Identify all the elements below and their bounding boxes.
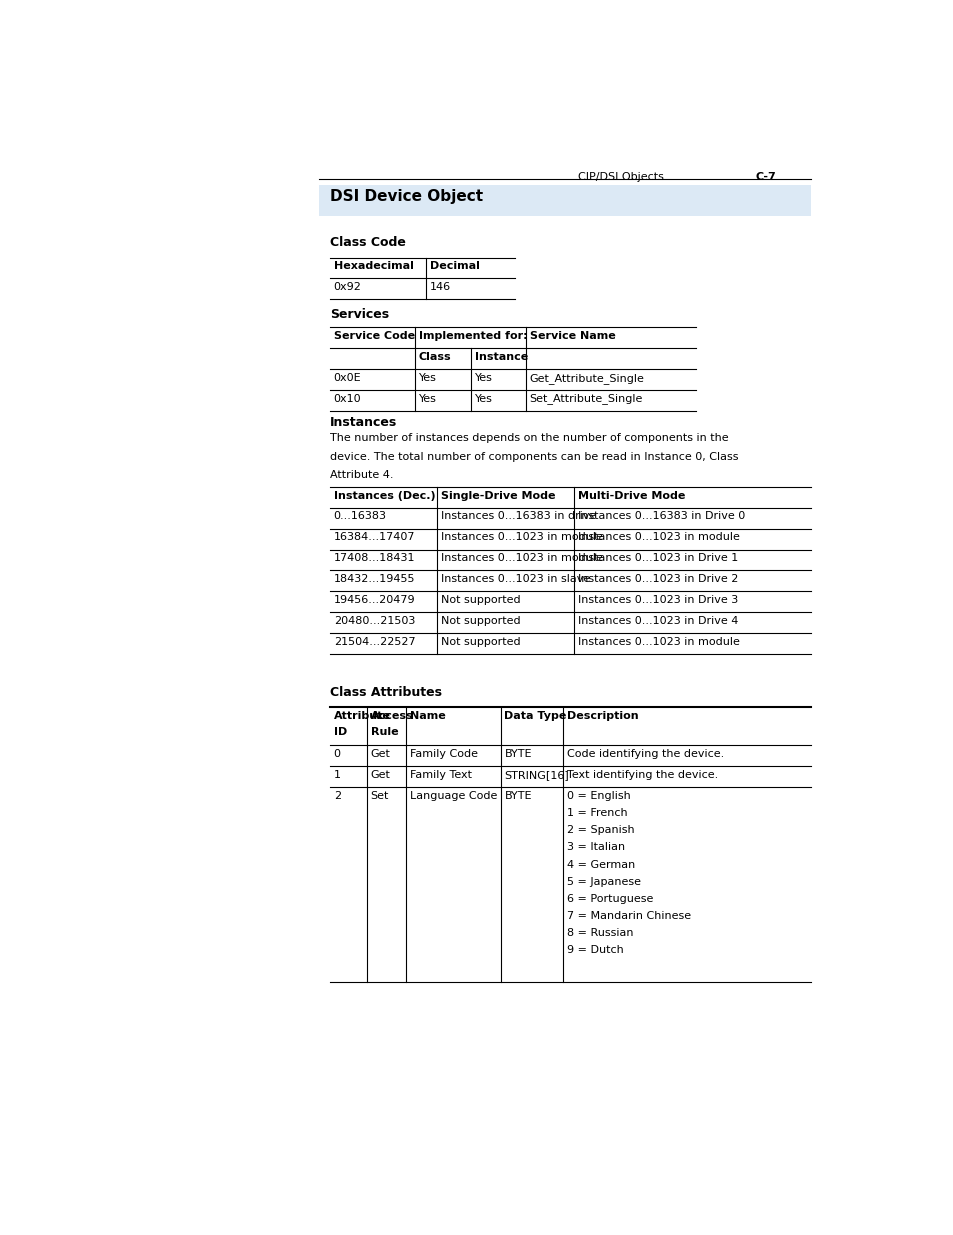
Text: 0x0E: 0x0E (334, 373, 361, 383)
Text: 0: 0 (334, 750, 340, 760)
Text: Class Attributes: Class Attributes (330, 687, 441, 699)
Text: Text identifying the device.: Text identifying the device. (566, 771, 717, 781)
Text: Instances 0...1023 in module: Instances 0...1023 in module (577, 637, 739, 647)
Text: 0x92: 0x92 (334, 283, 361, 293)
Text: Description: Description (566, 711, 638, 721)
Text: 17408...18431: 17408...18431 (334, 553, 415, 563)
Text: 0...16383: 0...16383 (334, 511, 386, 521)
Text: Attribute: Attribute (334, 711, 390, 721)
Text: 6 = Portuguese: 6 = Portuguese (566, 894, 652, 904)
Text: Set_Attribute_Single: Set_Attribute_Single (529, 394, 642, 404)
Text: Family Text: Family Text (410, 771, 472, 781)
Text: Service Code: Service Code (334, 331, 415, 341)
Text: 2: 2 (334, 792, 340, 802)
Text: device. The total number of components can be read in Instance 0, Class: device. The total number of components c… (330, 452, 738, 462)
Text: Service Name: Service Name (529, 331, 615, 341)
Text: Get: Get (370, 750, 390, 760)
Text: Get: Get (370, 771, 390, 781)
Text: Instances 0...1023 in module: Instances 0...1023 in module (577, 532, 739, 542)
Text: Access: Access (370, 711, 413, 721)
FancyBboxPatch shape (318, 185, 810, 216)
Text: Single-Drive Mode: Single-Drive Mode (440, 490, 555, 500)
Text: Instances 0...1023 in Drive 2: Instances 0...1023 in Drive 2 (577, 574, 738, 584)
Text: Class Code: Class Code (330, 236, 405, 248)
Text: Get_Attribute_Single: Get_Attribute_Single (529, 373, 644, 384)
Text: 4 = German: 4 = German (566, 860, 634, 869)
Text: Yes: Yes (418, 394, 436, 404)
Text: Instances 0...1023 in module: Instances 0...1023 in module (440, 532, 602, 542)
Text: Not supported: Not supported (440, 616, 520, 626)
Text: 0 = English: 0 = English (566, 792, 630, 802)
Text: C-7: C-7 (755, 172, 775, 182)
Text: Implemented for:: Implemented for: (418, 331, 527, 341)
Text: Hexadecimal: Hexadecimal (334, 262, 413, 272)
Text: Instances (Dec.): Instances (Dec.) (334, 490, 435, 500)
Text: Yes: Yes (475, 373, 493, 383)
Text: 20480...21503: 20480...21503 (334, 616, 415, 626)
Text: The number of instances depends on the number of components in the: The number of instances depends on the n… (330, 433, 728, 443)
Text: 5 = Japanese: 5 = Japanese (566, 877, 639, 887)
Text: Instances 0...1023 in Drive 1: Instances 0...1023 in Drive 1 (577, 553, 737, 563)
Text: 1: 1 (334, 771, 340, 781)
Text: Data Type: Data Type (504, 711, 566, 721)
Text: 2 = Spanish: 2 = Spanish (566, 825, 634, 835)
Text: BYTE: BYTE (504, 750, 532, 760)
Text: Instances: Instances (330, 416, 396, 430)
Text: Instances 0...1023 in Drive 3: Instances 0...1023 in Drive 3 (577, 595, 737, 605)
Text: 0x10: 0x10 (334, 394, 361, 404)
Text: DSI Device Object: DSI Device Object (330, 189, 482, 204)
Text: 7 = Mandarin Chinese: 7 = Mandarin Chinese (566, 911, 690, 921)
Text: 8 = Russian: 8 = Russian (566, 927, 633, 937)
Text: 16384...17407: 16384...17407 (334, 532, 415, 542)
Text: Rule: Rule (370, 727, 397, 737)
Text: Instances 0...1023 in Drive 4: Instances 0...1023 in Drive 4 (577, 616, 738, 626)
Text: Class: Class (418, 352, 451, 362)
Text: ID: ID (334, 727, 347, 737)
Text: STRING[16]: STRING[16] (504, 771, 569, 781)
Text: Instances 0...1023 in slave: Instances 0...1023 in slave (440, 574, 590, 584)
Text: Decimal: Decimal (429, 262, 479, 272)
Text: 9 = Dutch: 9 = Dutch (566, 945, 622, 955)
Text: Set: Set (370, 792, 389, 802)
Text: 1 = French: 1 = French (566, 808, 626, 818)
Text: Not supported: Not supported (440, 595, 520, 605)
Text: Instance: Instance (475, 352, 528, 362)
Text: Multi-Drive Mode: Multi-Drive Mode (577, 490, 684, 500)
Text: Attribute 4.: Attribute 4. (330, 469, 393, 479)
Text: Not supported: Not supported (440, 637, 520, 647)
Text: CIP/DSI Objects: CIP/DSI Objects (577, 172, 663, 182)
Text: 18432...19455: 18432...19455 (334, 574, 415, 584)
Text: 146: 146 (429, 283, 451, 293)
Text: Name: Name (410, 711, 445, 721)
Text: Language Code: Language Code (410, 792, 497, 802)
Text: Family Code: Family Code (410, 750, 477, 760)
Text: Yes: Yes (475, 394, 493, 404)
Text: Yes: Yes (418, 373, 436, 383)
Text: 3 = Italian: 3 = Italian (566, 842, 624, 852)
Text: Instances 0...1023 in module: Instances 0...1023 in module (440, 553, 602, 563)
Text: Instances 0...16383 in drive: Instances 0...16383 in drive (440, 511, 596, 521)
Text: BYTE: BYTE (504, 792, 532, 802)
Text: Services: Services (330, 308, 389, 321)
Text: Code identifying the device.: Code identifying the device. (566, 750, 723, 760)
Text: 19456...20479: 19456...20479 (334, 595, 415, 605)
Text: 21504...22527: 21504...22527 (334, 637, 415, 647)
Text: Instances 0...16383 in Drive 0: Instances 0...16383 in Drive 0 (577, 511, 744, 521)
